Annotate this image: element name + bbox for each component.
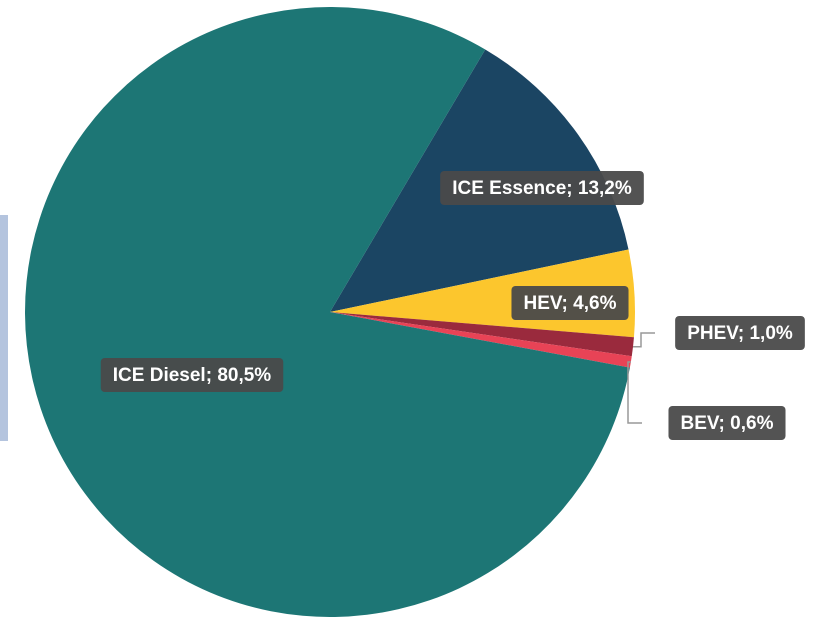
label-box [668,406,786,440]
data-label: PHEV; 1,0% [687,323,793,344]
label-box [440,171,644,205]
slices [25,7,635,617]
leader-line [633,332,655,348]
data-label: ICE Essence; 13,2% [452,178,632,199]
data-label: ICE Diesel; 80,5% [113,365,272,386]
label-box [511,286,629,320]
side-bar [0,215,8,441]
data-label: BEV; 0,6% [681,413,774,434]
label-box [100,358,284,392]
leader-line [627,361,642,424]
pie-slice [25,7,630,617]
labels: ICE Essence; 13,2% HEV; 4,6% PHEV; 1,0% BEV… [100,171,805,440]
pie-slice [330,312,632,368]
pie-slice [330,312,634,357]
data-label: HEV; 4,6% [524,293,617,314]
label-box [675,316,805,350]
